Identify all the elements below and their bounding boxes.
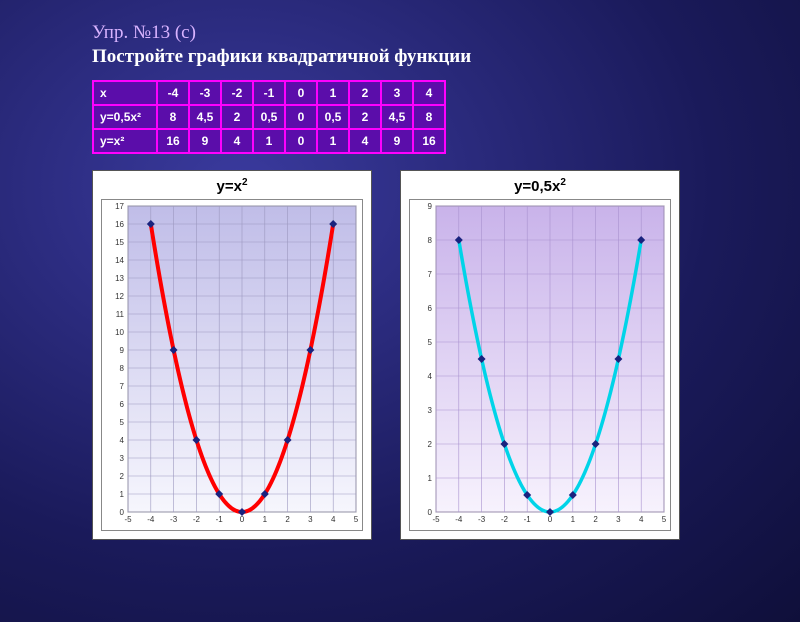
svg-text:-5: -5	[124, 515, 132, 524]
svg-text:4: 4	[428, 372, 433, 381]
svg-text:15: 15	[115, 238, 124, 247]
svg-text:-2: -2	[193, 515, 201, 524]
svg-text:1: 1	[428, 474, 433, 483]
svg-text:5: 5	[662, 515, 667, 524]
chart-right-plot: -5 -4 -3 -2 -1 0 1 2 3 4 5 0 1 2 3 4 5 6 7 8 9	[409, 199, 671, 531]
chart-left: y=x2 -5-4-3-2-10123450123456789101112131…	[92, 170, 372, 540]
table-x-cell: 1	[318, 82, 348, 104]
svg-text:-5: -5	[432, 515, 440, 524]
svg-text:14: 14	[115, 256, 124, 265]
value-table: x-4-3-2-101234y=0,5x²84,520,500,524,58y=…	[92, 80, 800, 154]
chart-right: y=0,5x2 -5 -4 -3 -2 -1 0 1 2 3 4 5 0 1 2 3 4 5 6 7 8 9	[400, 170, 680, 540]
svg-text:0: 0	[548, 515, 553, 524]
svg-text:1: 1	[263, 515, 268, 524]
svg-text:-2: -2	[501, 515, 509, 524]
svg-text:-1: -1	[216, 515, 224, 524]
svg-text:3: 3	[120, 454, 125, 463]
svg-text:0: 0	[120, 508, 125, 517]
table-x-cell: -4	[158, 82, 188, 104]
svg-text:2: 2	[593, 515, 598, 524]
svg-text:0: 0	[240, 515, 245, 524]
table-cell: 4,5	[190, 106, 220, 128]
heading-line2: Постройте графики квадратичной функции	[92, 46, 800, 68]
table-cell: 0,5	[254, 106, 284, 128]
table-cell: 8	[414, 106, 444, 128]
svg-text:-3: -3	[170, 515, 178, 524]
svg-text:2: 2	[120, 472, 125, 481]
svg-text:3: 3	[428, 406, 433, 415]
table-row-label: y=0,5x²	[94, 106, 156, 128]
table-cell: 0,5	[318, 106, 348, 128]
svg-text:2: 2	[428, 440, 433, 449]
table-cell: 0	[286, 130, 316, 152]
svg-text:17: 17	[115, 202, 124, 211]
table-cell: 2	[350, 106, 380, 128]
svg-text:3: 3	[616, 515, 621, 524]
svg-text:8: 8	[120, 364, 125, 373]
svg-text:6: 6	[428, 304, 433, 313]
svg-text:16: 16	[115, 220, 124, 229]
table-cell: 1	[254, 130, 284, 152]
svg-text:9: 9	[120, 346, 125, 355]
chart-left-title: y=x2	[101, 177, 363, 195]
svg-text:7: 7	[120, 382, 125, 391]
table-cell: 16	[414, 130, 444, 152]
table-x-cell: 0	[286, 82, 316, 104]
svg-text:1: 1	[120, 490, 125, 499]
table-row-label: y=x²	[94, 130, 156, 152]
table-cell: 4,5	[382, 106, 412, 128]
table-header-x: x	[94, 82, 156, 104]
svg-text:10: 10	[115, 328, 124, 337]
svg-text:-3: -3	[478, 515, 486, 524]
table-x-cell: 2	[350, 82, 380, 104]
svg-text:7: 7	[428, 270, 433, 279]
svg-text:12: 12	[115, 292, 124, 301]
svg-text:8: 8	[428, 236, 433, 245]
svg-text:13: 13	[115, 274, 124, 283]
table-cell: 4	[350, 130, 380, 152]
svg-text:3: 3	[308, 515, 313, 524]
heading-line1: Упр. №13 (с)	[92, 22, 800, 44]
table-cell: 4	[222, 130, 252, 152]
svg-text:2: 2	[285, 515, 290, 524]
svg-text:4: 4	[639, 515, 644, 524]
svg-text:-4: -4	[147, 515, 155, 524]
heading: Упр. №13 (с) Постройте графики квадратич…	[92, 22, 800, 68]
table-cell: 9	[190, 130, 220, 152]
table-x-cell: -2	[222, 82, 252, 104]
svg-text:-4: -4	[455, 515, 463, 524]
table-cell: 8	[158, 106, 188, 128]
svg-text:5: 5	[428, 338, 433, 347]
table-cell: 0	[286, 106, 316, 128]
table-cell: 1	[318, 130, 348, 152]
svg-text:-1: -1	[524, 515, 532, 524]
svg-text:11: 11	[116, 310, 125, 319]
chart-left-plot: -5-4-3-2-1012345012345678910111213141516…	[101, 199, 363, 531]
svg-text:4: 4	[120, 436, 125, 445]
svg-text:1: 1	[571, 515, 576, 524]
svg-text:4: 4	[331, 515, 336, 524]
table-x-cell: 4	[414, 82, 444, 104]
svg-text:9: 9	[428, 202, 433, 211]
svg-text:6: 6	[120, 400, 125, 409]
table-cell: 16	[158, 130, 188, 152]
chart-right-title: y=0,5x2	[409, 177, 671, 195]
svg-text:5: 5	[354, 515, 359, 524]
table-x-cell: -3	[190, 82, 220, 104]
svg-text:0: 0	[428, 508, 433, 517]
table-cell: 9	[382, 130, 412, 152]
table-x-cell: -1	[254, 82, 284, 104]
table-cell: 2	[222, 106, 252, 128]
table-x-cell: 3	[382, 82, 412, 104]
svg-text:5: 5	[120, 418, 125, 427]
